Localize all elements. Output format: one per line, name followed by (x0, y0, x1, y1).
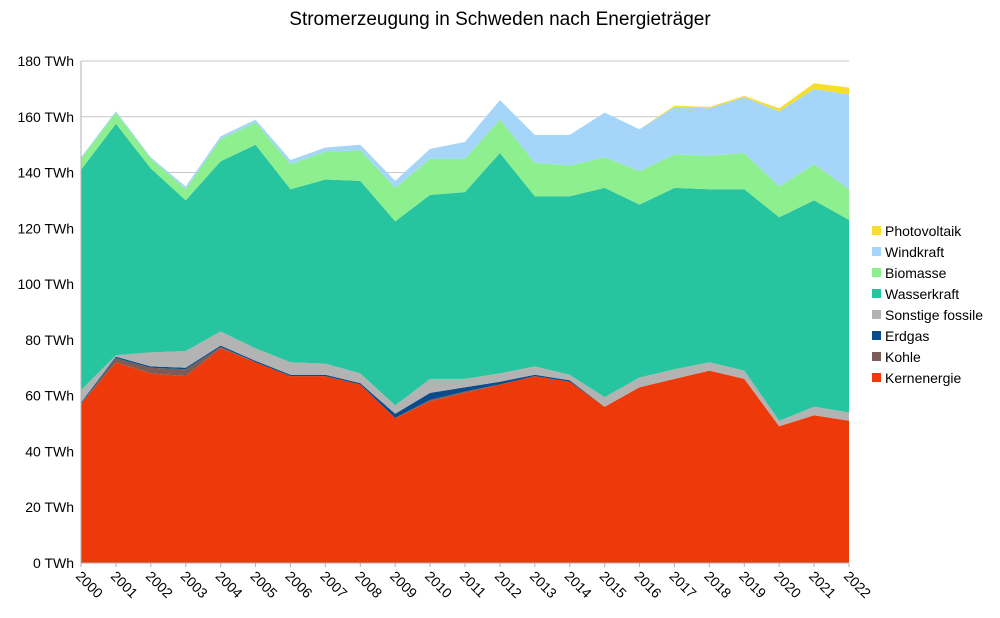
x-tick-label: 2005 (247, 568, 280, 601)
legend-swatch (872, 310, 881, 319)
x-tick-label: 2001 (108, 568, 141, 601)
legend-label: Sonstige fossile (885, 306, 984, 323)
legend-item: Sonstige fossile (872, 304, 983, 325)
x-tick-label: 2016 (631, 568, 664, 601)
x-tick-label: 2000 (73, 568, 106, 601)
x-tick-label: 2011 (457, 568, 490, 601)
x-tick-label: 2022 (841, 568, 874, 601)
x-tick-label: 2013 (527, 568, 560, 601)
y-tick-label: 180 TWh (17, 53, 74, 69)
x-tick-label: 2006 (282, 568, 315, 601)
y-tick-label: 40 TWh (25, 443, 74, 459)
legend-swatch (872, 352, 881, 361)
x-tick-label: 2017 (666, 568, 699, 601)
x-tick-label: 2014 (562, 568, 595, 601)
x-tick-label: 2015 (597, 568, 630, 601)
legend-label: Kohle (885, 348, 921, 365)
legend-item: Erdgas (872, 325, 983, 346)
legend-item: Kernenergie (872, 367, 983, 388)
legend-item: Windkraft (872, 241, 983, 262)
y-tick-label: 140 TWh (17, 165, 74, 181)
y-tick-label: 0 TWh (33, 555, 74, 571)
area-kernenergie (81, 348, 849, 563)
area-biomasse (81, 112, 849, 222)
y-tick-label: 100 TWh (17, 276, 74, 292)
y-tick-label: 160 TWh (17, 109, 74, 125)
y-tick-label: 20 TWh (25, 499, 74, 515)
x-tick-label: 2004 (213, 568, 246, 601)
legend-item: Photovoltaik (872, 220, 983, 241)
legend-item: Wasserkraft (872, 283, 983, 304)
legend-item: Kohle (872, 346, 983, 367)
legend-label: Biomasse (885, 264, 947, 281)
x-tick-label: 2008 (352, 568, 385, 601)
legend-swatch (872, 289, 881, 298)
x-tick-label: 2012 (492, 568, 525, 601)
legend-label: Wasserkraft (885, 285, 960, 302)
x-tick-label: 2020 (771, 568, 804, 601)
y-tick-label: 120 TWh (17, 220, 74, 236)
legend-swatch (872, 373, 881, 382)
legend-label: Erdgas (885, 327, 930, 344)
area-windkraft (81, 88, 849, 190)
chart-title: Stromerzeugung in Schweden nach Energiet… (289, 9, 711, 30)
legend-swatch (872, 268, 881, 277)
x-tick-label: 2010 (422, 568, 455, 601)
y-tick-label: 60 TWh (25, 388, 74, 404)
y-axis-tick-labels: 0 TWh 20 TWh 40 TWh 60 TWh 80 TWh 100 TWh 120 … (17, 53, 74, 571)
x-tick-label: 2019 (736, 568, 769, 601)
legend-label: Windkraft (885, 243, 945, 260)
x-tick-label: 2007 (317, 568, 350, 601)
legend-swatch (872, 331, 881, 340)
area-series-group (81, 83, 849, 563)
legend-label: Photovoltaik (885, 222, 962, 239)
legend-label: Kernenergie (885, 369, 962, 386)
x-tick-label: 2021 (806, 568, 839, 601)
x-tick-label: 2003 (178, 568, 211, 601)
legend: Photovoltaik Windkraft Biomasse Wasserkraft… (872, 220, 983, 388)
legend-item: Biomasse (872, 262, 983, 283)
legend-swatch (872, 226, 881, 235)
x-tick-label: 2009 (387, 568, 420, 601)
x-tick-label: 2002 (143, 568, 176, 601)
x-axis-tick-labels: 2000 2001 2002 2003 2004 2005 2006 2007 2008 2009… (73, 563, 874, 601)
y-tick-label: 80 TWh (25, 332, 74, 348)
x-tick-label: 2018 (701, 568, 734, 601)
legend-swatch (872, 247, 881, 256)
area-wasserkraft (81, 123, 849, 421)
